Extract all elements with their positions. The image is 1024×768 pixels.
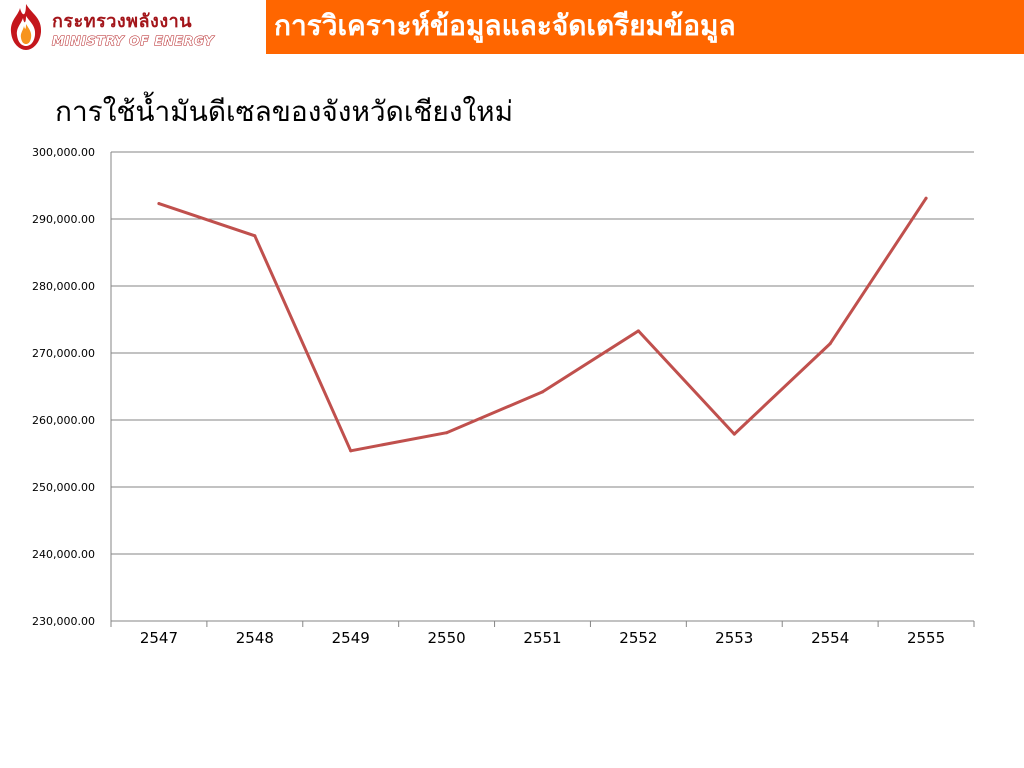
x-tick-label: 2551: [523, 629, 561, 647]
y-tick-label: 230,000.00: [32, 615, 95, 628]
chart-title: การใช้น้ำมันดีเซลของจังหวัดเชียงใหม่: [55, 95, 514, 128]
title-bar: การวิเคราะห์ข้อมูลและจัดเตรียมข้อมูล: [266, 0, 1024, 54]
slide-title: การวิเคราะห์ข้อมูลและจัดเตรียมข้อมูล: [274, 9, 736, 42]
data-point: [732, 432, 736, 436]
flame-emblem-icon: [10, 4, 42, 50]
x-tick-label: 2553: [715, 629, 753, 647]
data-point: [157, 202, 161, 206]
y-tick-label: 290,000.00: [32, 213, 95, 226]
data-point: [828, 342, 832, 346]
x-tick-label: 2552: [619, 629, 657, 647]
data-point: [924, 196, 928, 200]
y-tick-label: 250,000.00: [32, 481, 95, 494]
x-tick-label: 2555: [907, 629, 945, 647]
data-point: [349, 449, 353, 453]
data-point: [253, 234, 257, 238]
y-tick-label: 240,000.00: [32, 548, 95, 561]
x-tick-label: 2548: [236, 629, 274, 647]
series-line: [157, 196, 928, 453]
x-tick-label: 2550: [428, 629, 466, 647]
logo-text-english: MINISTRY OF ENERGY: [52, 33, 214, 49]
diesel-usage-line-chart: 230,000.00 240,000.00 250,000.00 260,000.00…: [32, 146, 975, 647]
data-point: [636, 329, 640, 333]
y-tick-label: 280,000.00: [32, 280, 95, 293]
data-point: [541, 390, 544, 394]
slide-header: กระทรวงพลังงาน MINISTRY OF ENERGY การวิเ…: [0, 0, 1024, 54]
logo-text-thai: กระทรวงพลังงาน: [52, 11, 193, 32]
x-tick-label: 2554: [811, 629, 849, 647]
y-tick-label: 300,000.00: [32, 146, 95, 159]
ministry-logo: กระทรวงพลังงาน MINISTRY OF ENERGY: [0, 0, 266, 54]
x-tick-label: 2547: [140, 629, 178, 647]
x-tick-label: 2549: [332, 629, 370, 647]
y-tick-label: 270,000.00: [32, 347, 95, 360]
y-tick-label: 260,000.00: [32, 414, 95, 427]
data-point: [445, 431, 449, 435]
